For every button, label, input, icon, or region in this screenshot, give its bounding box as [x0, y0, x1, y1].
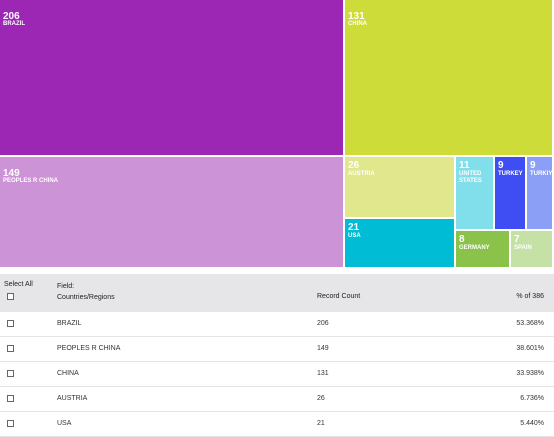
table-row: USA 21 5.440%	[0, 412, 554, 437]
select-all-column: Select All	[4, 281, 33, 300]
percent-header[interactable]: % of 386	[516, 293, 544, 300]
tile-label: BRAZIL	[3, 21, 25, 27]
treemap-chart: 206 BRAZIL 131 CHINA 149 PEOPLES R CHINA 26 AUS…	[0, 0, 554, 269]
table-row: CHINA 131 33.938%	[0, 362, 554, 387]
row-percent: 53.368%	[516, 320, 544, 327]
row-percent: 33.938%	[516, 370, 544, 377]
tile-value: 206	[3, 11, 20, 22]
treemap-tile[interactable]: 21 USA	[345, 219, 456, 269]
treemap-tile[interactable]: 131 CHINA	[345, 0, 554, 157]
tile-value: 8	[459, 234, 465, 245]
row-count: 149	[317, 345, 329, 352]
record-count-header[interactable]: Record Count	[317, 293, 361, 300]
tile-value: 9	[498, 160, 504, 171]
treemap-tile[interactable]: 9 TURKIYE	[527, 157, 554, 231]
table-row: PEOPLES R CHINA 149 38.601%	[0, 337, 554, 362]
row-percent: 5.440%	[520, 420, 544, 427]
table-header: Select All Field: Countries/Regions Reco…	[0, 274, 554, 312]
row-count: 21	[317, 420, 325, 427]
row-checkbox[interactable]	[7, 420, 14, 427]
tile-value: 7	[514, 234, 520, 245]
tile-label: AUSTRIA	[348, 171, 375, 177]
row-checkbox[interactable]	[7, 320, 14, 327]
row-percent: 38.601%	[516, 345, 544, 352]
tile-label: PEOPLES R CHINA	[3, 178, 59, 184]
field-column-header: Field: Countries/Regions	[57, 281, 115, 303]
row-field: AUSTRIA	[57, 395, 88, 402]
table-row: BRAZIL 206 53.368%	[0, 312, 554, 337]
row-field: CHINA	[57, 370, 79, 377]
treemap-tile[interactable]: 149 PEOPLES R CHINA	[0, 157, 345, 269]
tile-label: TURKEY	[498, 171, 523, 177]
row-percent: 6.736%	[520, 395, 544, 402]
treemap-tile[interactable]: 8 GERMANY	[456, 231, 511, 269]
row-count: 131	[317, 370, 329, 377]
row-field: USA	[57, 420, 72, 427]
treemap-tile[interactable]: 9 TURKEY	[495, 157, 527, 231]
tile-value: 9	[530, 160, 536, 171]
tile-label: GERMANY	[459, 245, 490, 251]
treemap-tile[interactable]: 7 SPAIN	[511, 231, 554, 269]
row-count: 206	[317, 320, 329, 327]
field-name: Countries/Regions	[57, 294, 115, 301]
tile-label: SPAIN	[514, 245, 532, 251]
treemap-tile[interactable]: 26 AUSTRIA	[345, 157, 456, 219]
tile-label: CHINA	[348, 21, 367, 27]
tile-value: 131	[348, 11, 365, 22]
row-field: BRAZIL	[57, 320, 82, 327]
field-label: Field:	[57, 283, 75, 290]
row-count: 26	[317, 395, 325, 402]
tile-value: 26	[348, 160, 360, 171]
treemap-tile[interactable]: 206 BRAZIL	[0, 0, 345, 157]
results-table: Select All Field: Countries/Regions Reco…	[0, 274, 554, 437]
tile-value: 21	[348, 222, 360, 233]
row-checkbox[interactable]	[7, 345, 14, 352]
tile-label: USA	[348, 233, 361, 239]
row-field: PEOPLES R CHINA	[57, 345, 121, 352]
tile-label: UNITED STATES	[459, 171, 482, 184]
select-all-label: Select All	[4, 281, 33, 288]
tile-value: 11	[459, 160, 470, 171]
row-checkbox[interactable]	[7, 395, 14, 402]
tile-value: 149	[3, 168, 20, 179]
select-all-checkbox[interactable]	[7, 293, 14, 300]
treemap-tile[interactable]: 11 UNITED STATES	[456, 157, 495, 231]
table-row: AUSTRIA 26 6.736%	[0, 387, 554, 412]
row-checkbox[interactable]	[7, 370, 14, 377]
tile-label: TURKIYE	[530, 171, 554, 177]
